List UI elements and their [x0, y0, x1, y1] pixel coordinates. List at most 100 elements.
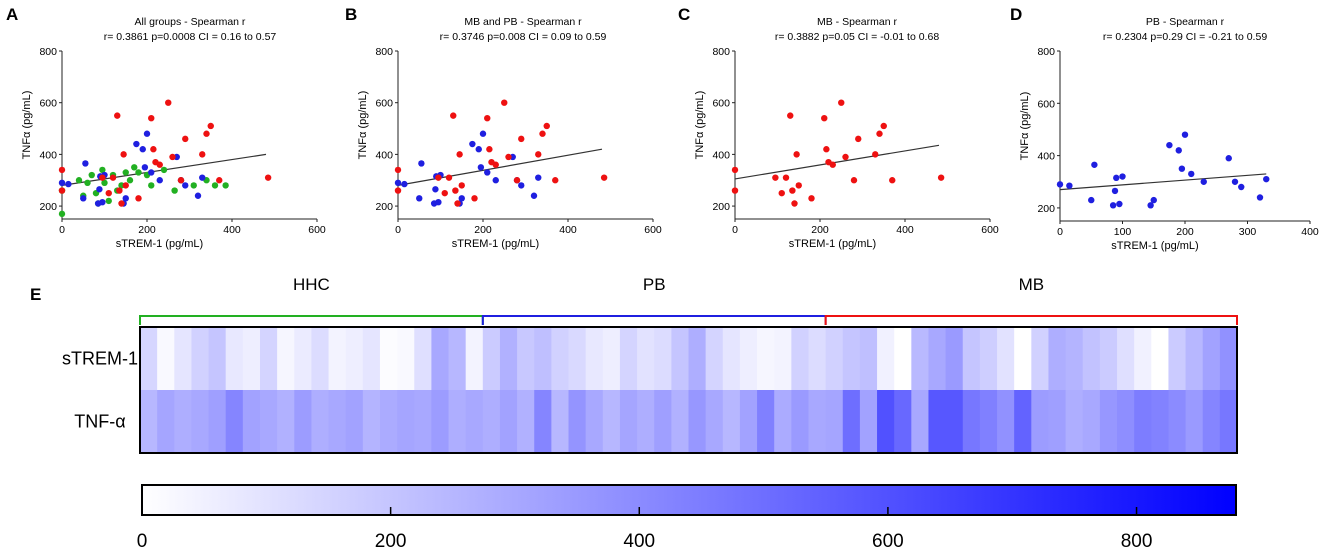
y-tick-label: 200: [1037, 203, 1055, 215]
x-tick-label: 400: [559, 224, 577, 236]
heatmap-cell: [1082, 327, 1101, 390]
data-point-hhc: [105, 197, 112, 205]
x-tick-label: 200: [811, 224, 829, 236]
heatmap-cell: [414, 327, 432, 390]
heatmap-cell: [157, 390, 175, 453]
data-point-mb: [394, 166, 402, 174]
heatmap-cell: [379, 390, 398, 453]
y-tick-label: 800: [1037, 46, 1055, 58]
heatmap-cell: [894, 390, 912, 453]
data-point-hhc: [171, 187, 178, 194]
x-axis-label: sTREM-1 (pg/mL): [116, 238, 203, 250]
x-tick-label: 600: [308, 224, 326, 236]
data-point-mb: [795, 182, 802, 189]
data-point-pb: [1256, 194, 1264, 201]
data-point-pb: [1109, 202, 1117, 209]
heatmap-cell: [157, 327, 175, 390]
heatmap-cell: [1014, 390, 1032, 453]
data-point-mb: [778, 189, 785, 197]
data-point-pb: [1166, 141, 1173, 149]
heatmap-cell: [140, 327, 158, 390]
data-point-mb: [150, 146, 157, 153]
heatmap-cell: [722, 327, 741, 390]
data-point-pb: [1111, 187, 1119, 195]
heatmap-cell: [191, 327, 210, 390]
heatmap-cell: [191, 390, 210, 453]
data-point-pb: [1119, 173, 1126, 180]
data-point-mb: [791, 200, 798, 207]
heatmap-cell: [808, 390, 827, 453]
heatmap-cell: [842, 390, 861, 453]
heatmap-cell: [774, 390, 792, 453]
data-point-mb: [492, 161, 499, 168]
heatmap-cell: [517, 390, 535, 453]
panel-d-letter: D: [1010, 5, 1022, 24]
data-point-mb: [850, 177, 858, 184]
heatmap-cell: [431, 327, 450, 390]
heatmap-cell: [619, 327, 638, 390]
data-point-mb: [505, 153, 512, 161]
group-bracket-mb: [824, 315, 1238, 325]
data-point-mb: [156, 161, 163, 168]
group-label-hhc: HHC: [293, 275, 330, 294]
heatmap-cell: [859, 390, 878, 453]
data-point-mb: [855, 135, 862, 143]
x-axis-label: sTREM-1 (pg/mL): [789, 238, 876, 250]
data-point-pb: [122, 195, 129, 202]
y-tick-label: 800: [375, 46, 393, 58]
y-axis-label: TNFα (pg/mL): [694, 91, 706, 160]
heatmap-cell: [1048, 327, 1067, 390]
trend-line: [734, 144, 940, 180]
panel-d: D PB - Spearman r r= 0.2304 p=0.29 CI = …: [1010, 5, 1319, 252]
x-tick-label: 300: [1239, 226, 1257, 238]
data-point-pb: [133, 140, 140, 148]
y-tick-label: 200: [712, 201, 730, 213]
heatmap-cell: [894, 327, 912, 390]
heatmap-cell: [534, 327, 552, 390]
y-axis-label: TNFα (pg/mL): [1019, 92, 1031, 161]
heatmap-cell: [602, 390, 621, 453]
x-tick-label: 200: [138, 224, 156, 236]
data-point-mb: [394, 187, 402, 194]
heatmap-cell: [637, 390, 655, 453]
data-point-mb: [109, 174, 117, 181]
heatmap-cell: [1219, 327, 1238, 390]
data-point-mb: [114, 112, 121, 119]
data-point-mb: [58, 166, 66, 174]
x-tick-label: 600: [644, 224, 662, 236]
data-point-pb: [479, 130, 487, 137]
data-point-hhc: [101, 179, 108, 187]
data-point-pb: [1066, 182, 1073, 189]
heatmap-cell: [277, 390, 295, 453]
heatmap-cell: [791, 327, 810, 390]
heatmap-cell: [911, 327, 930, 390]
data-point-pb: [139, 146, 146, 153]
colorbar-tick-label: 800: [1121, 531, 1153, 552]
y-tick-label: 600: [1037, 98, 1055, 110]
data-point-pb: [99, 199, 106, 206]
data-point-mb: [731, 187, 739, 194]
heatmap-cell: [499, 390, 518, 453]
data-point-mb: [165, 99, 172, 106]
data-point-mb: [808, 195, 815, 202]
y-tick-label: 400: [712, 149, 730, 161]
heatmap-cell: [259, 327, 278, 390]
data-point-pb: [1231, 178, 1239, 185]
heatmap-cell: [225, 327, 244, 390]
panel-d-stats: r= 0.2304 p=0.29 CI = -0.21 to 0.59: [1103, 31, 1267, 43]
data-point-pb: [535, 174, 542, 181]
heatmap-cell: [431, 390, 450, 453]
data-point-pb: [416, 195, 423, 202]
heatmap-cell: [945, 390, 964, 453]
data-point-pb: [484, 169, 491, 176]
heatmap-cell: [757, 327, 775, 390]
data-point-pb: [1188, 170, 1195, 178]
data-point-pb: [530, 192, 538, 199]
heatmap-cell: [345, 327, 364, 390]
heatmap-cell: [277, 327, 295, 390]
heatmap-row-label: TNF-α: [74, 412, 125, 432]
colorbar-tick-label: 0: [137, 531, 148, 552]
heatmap-cell: [534, 390, 552, 453]
panel-a: A All groups - Spearman r r= 0.3861 p=0.…: [6, 5, 326, 250]
